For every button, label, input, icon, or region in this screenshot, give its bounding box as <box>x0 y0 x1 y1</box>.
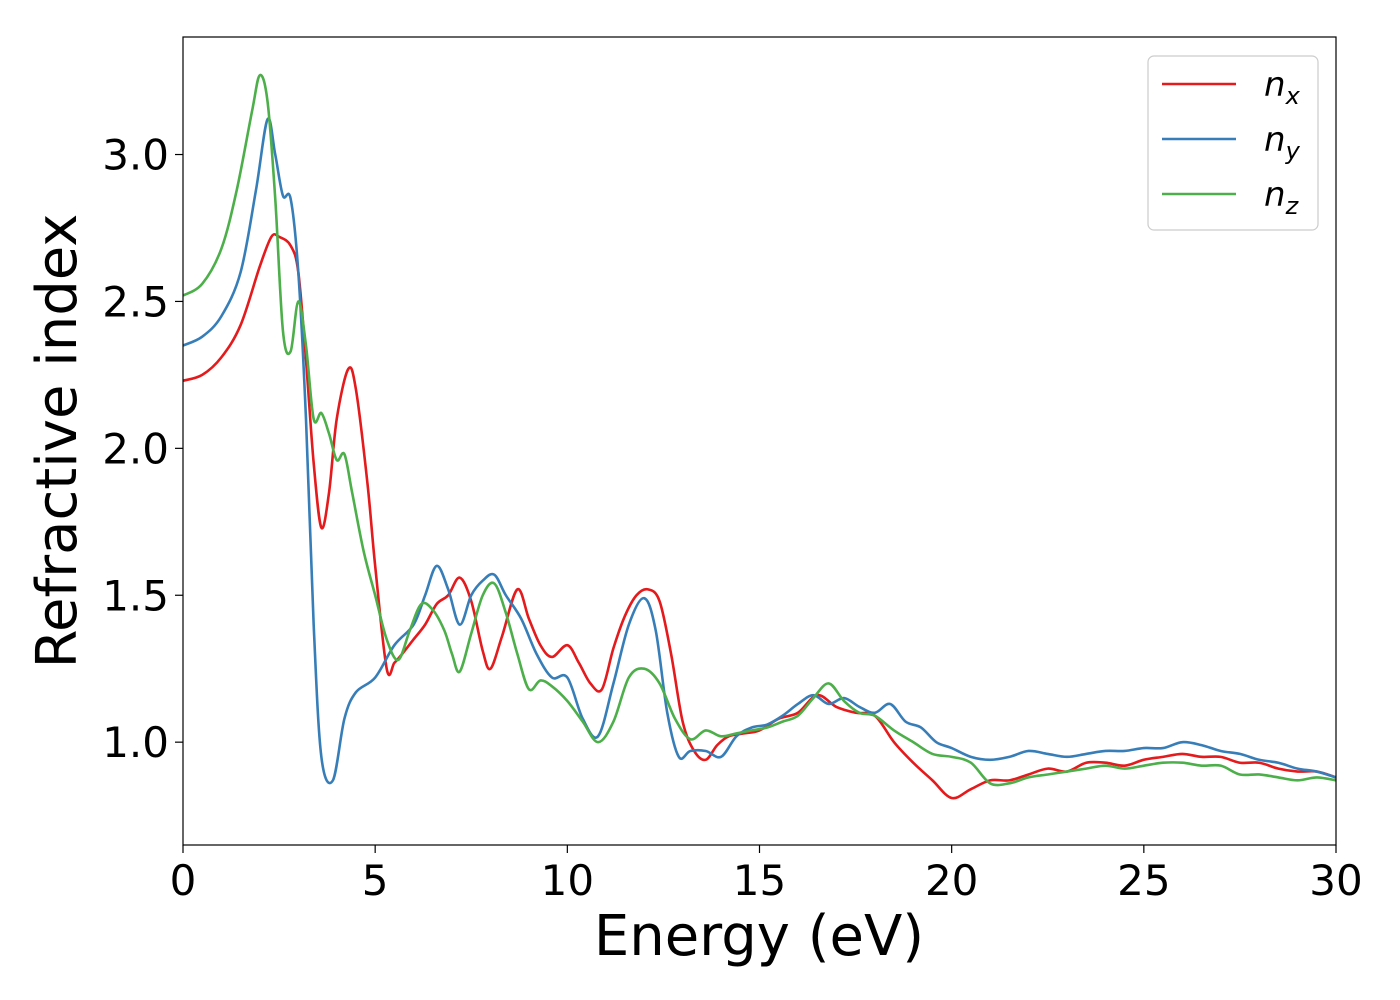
x-tick-label: 20 <box>925 856 978 905</box>
legend-label-base: n <box>1264 120 1286 160</box>
series-layer <box>183 73 1336 800</box>
x-axis: 0 5 10 15 20 25 30 <box>170 845 1363 905</box>
y-tick-label: 1.5 <box>102 571 169 620</box>
plot-area <box>183 37 1336 845</box>
y-axis: 1.0 1.5 2.0 2.5 3.0 <box>102 131 183 767</box>
legend-label-y: ny <box>1264 120 1301 165</box>
x-tick-label: 30 <box>1309 856 1362 905</box>
legend-label-subscript: x <box>1285 82 1301 110</box>
y-axis-title: Refractive index <box>25 214 90 669</box>
series-line-y <box>183 117 1336 785</box>
y-tick-label: 1.0 <box>102 718 169 767</box>
legend-label-subscript: z <box>1285 192 1300 220</box>
y-tick-label: 3.0 <box>102 131 169 180</box>
x-tick-label: 5 <box>362 856 389 905</box>
legend-label-subscript: y <box>1285 137 1301 165</box>
legend-label-base: n <box>1264 65 1286 105</box>
y-tick-label: 2.0 <box>102 424 169 473</box>
legend-box <box>1147 55 1319 231</box>
x-tick-label: 10 <box>541 856 594 905</box>
x-tick-label: 15 <box>733 856 786 905</box>
series-line-z <box>183 73 1336 787</box>
x-axis-title: Energy (eV) <box>594 904 924 969</box>
legend-label-z: nz <box>1264 175 1300 220</box>
x-tick-label: 25 <box>1117 856 1170 905</box>
legend-label-base: n <box>1264 175 1286 215</box>
series-line-x <box>183 232 1336 800</box>
y-tick-label: 2.5 <box>102 277 169 326</box>
x-tick-label: 0 <box>170 856 197 905</box>
legend-label-x: nx <box>1264 65 1301 110</box>
